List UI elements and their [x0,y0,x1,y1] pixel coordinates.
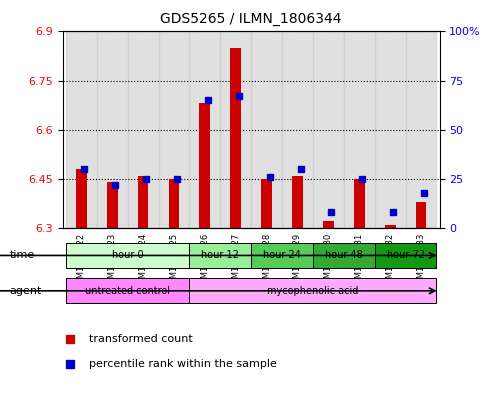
Bar [199,103,210,228]
FancyBboxPatch shape [189,243,251,268]
Bar [313,31,344,228]
Bar [251,31,282,228]
Bar [323,221,334,228]
Bar [128,31,158,228]
Bar [220,31,251,228]
Title: GDS5265 / ILMN_1806344: GDS5265 / ILMN_1806344 [160,12,342,26]
Text: hour 12: hour 12 [201,250,239,261]
Bar [415,202,426,228]
Bar [97,31,128,228]
Text: transformed count: transformed count [89,334,193,344]
Bar [344,31,375,228]
Bar [354,179,365,228]
FancyBboxPatch shape [66,278,189,303]
FancyBboxPatch shape [189,278,437,303]
Bar [169,179,179,228]
Text: percentile rank within the sample: percentile rank within the sample [89,358,277,369]
Bar [76,169,87,228]
Text: hour 0: hour 0 [112,250,143,261]
Text: hour 72: hour 72 [386,250,425,261]
Text: hour 48: hour 48 [325,250,363,261]
Text: untreated control: untreated control [85,286,170,296]
Bar [375,31,406,228]
Bar [385,225,396,228]
Text: mycophenolic acid: mycophenolic acid [267,286,358,296]
FancyBboxPatch shape [66,243,189,268]
FancyBboxPatch shape [375,243,437,268]
Text: hour 24: hour 24 [263,250,301,261]
Bar [138,176,148,228]
Bar [66,31,97,228]
Bar [107,182,117,228]
FancyBboxPatch shape [313,243,375,268]
Bar [282,31,313,228]
Bar [230,48,241,228]
Bar [158,31,189,228]
Bar [292,176,303,228]
FancyBboxPatch shape [251,243,313,268]
Bar [261,179,272,228]
Text: agent: agent [10,286,42,296]
Text: time: time [10,250,35,261]
Bar [406,31,437,228]
Bar [189,31,220,228]
